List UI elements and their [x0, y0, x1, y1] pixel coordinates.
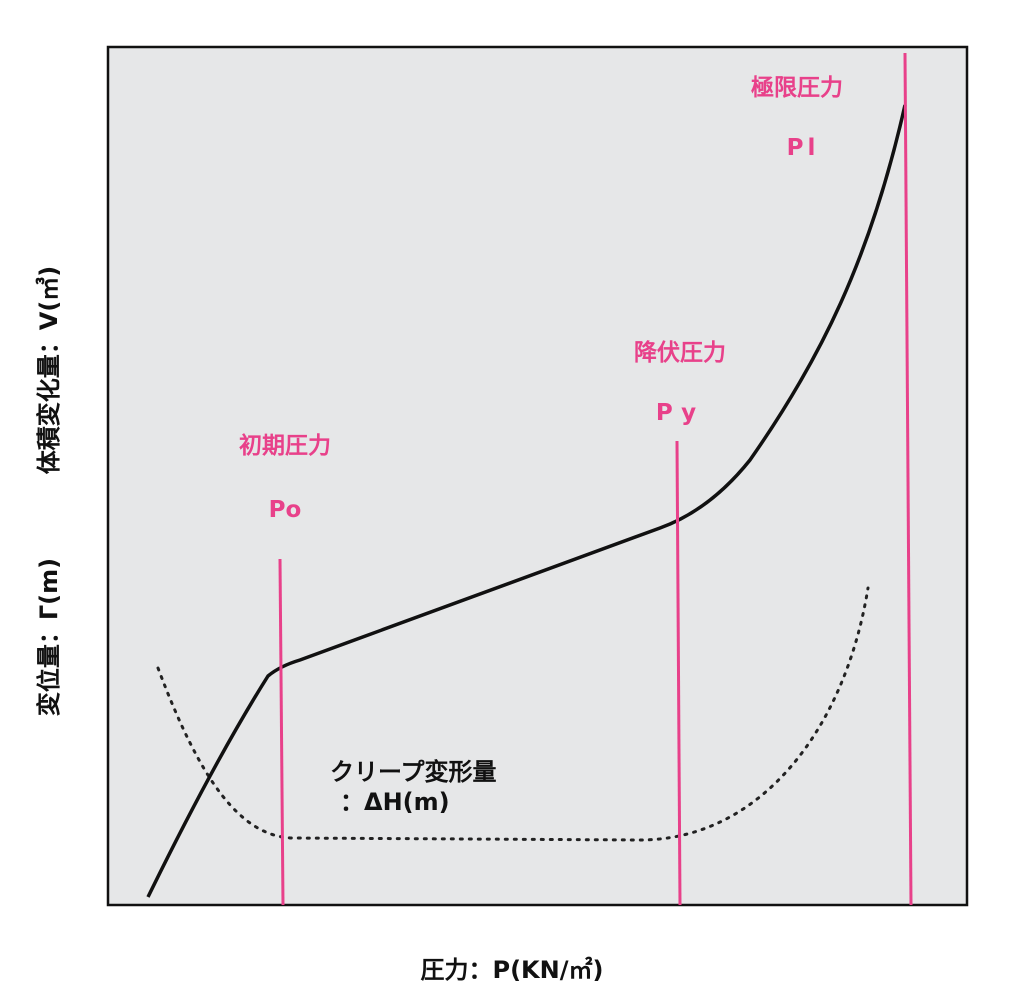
marker-symbol: Pl — [787, 135, 820, 161]
marker-label: 初期圧力 — [239, 432, 331, 459]
marker-symbol: Py — [656, 400, 704, 426]
po-line — [278, 558, 285, 906]
marker-label: 降伏圧力 — [634, 339, 726, 366]
marker-label: 極限圧力 — [751, 74, 843, 101]
creep-curve — [156, 586, 870, 842]
y-axis-label: 変位量：Γ(m) — [35, 558, 63, 716]
y-axis-label: 体積変化量：V(㎥) — [35, 266, 63, 475]
marker-symbol: Po — [269, 497, 302, 523]
creep-unit: ：ΔH(m) — [340, 788, 450, 816]
x-axis-label: 圧力：P(KN/㎡) — [421, 956, 604, 984]
plot-area — [106, 45, 969, 907]
creep-label: クリープ変形量 — [330, 758, 497, 786]
pl-line — [903, 52, 913, 906]
py-line — [675, 440, 682, 906]
